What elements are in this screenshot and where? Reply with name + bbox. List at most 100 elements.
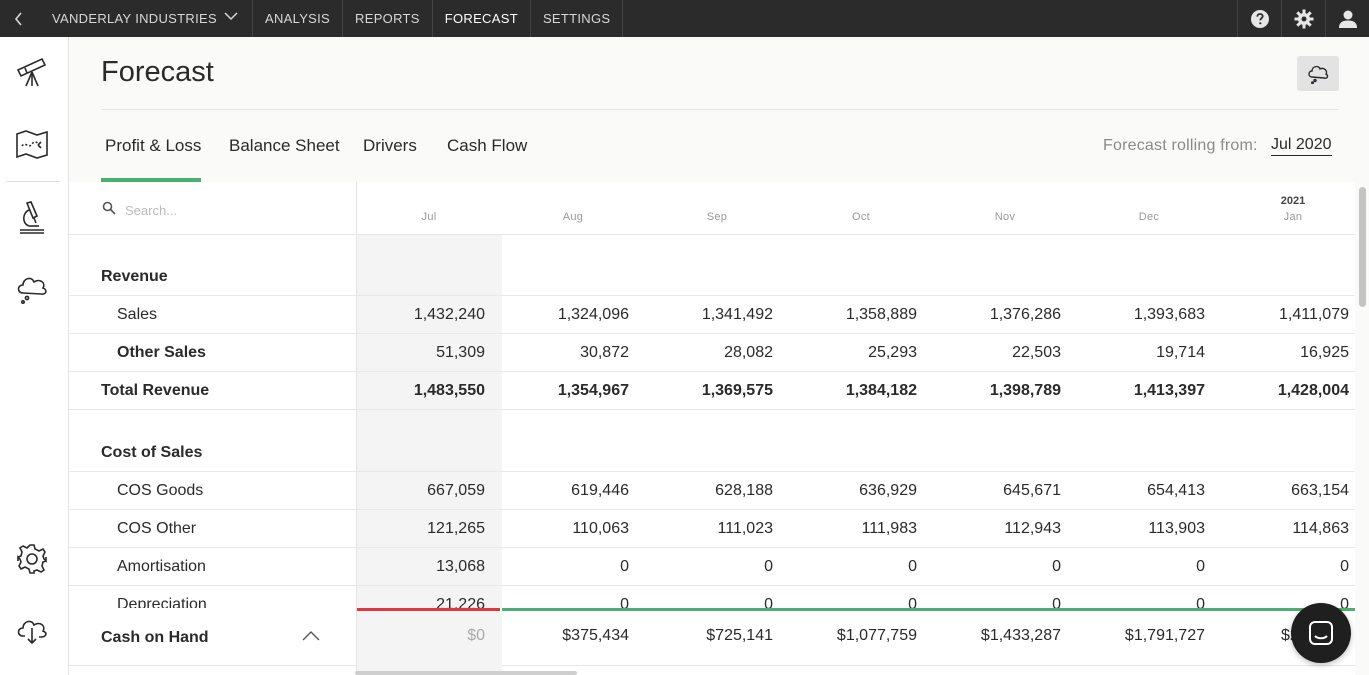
sidebar-item-download[interactable]: [14, 613, 50, 649]
cell-value[interactable]: 1,358,889: [845, 306, 917, 323]
cell-value[interactable]: 645,671: [1003, 482, 1061, 499]
row-label: Other Sales: [117, 344, 206, 361]
table-row[interactable]: COS Goods 667,059 619,446 628,188 636,92…: [69, 472, 1355, 510]
cell-value[interactable]: 0: [764, 596, 773, 613]
nav-forecast[interactable]: FORECAST: [433, 0, 531, 37]
cell-value[interactable]: 0: [1052, 558, 1061, 575]
tab-cash-flow[interactable]: Cash Flow: [447, 136, 528, 155]
cell-value[interactable]: 1,324,096: [557, 306, 629, 323]
cell-value[interactable]: 25,293: [868, 344, 917, 361]
cell-value[interactable]: 1,393,683: [1133, 306, 1205, 323]
row-label: COS Other: [117, 520, 197, 537]
cell-value[interactable]: 1,483,550: [413, 382, 485, 399]
nav-reports[interactable]: REPORTS: [343, 0, 433, 37]
row-label-column: [69, 182, 357, 675]
top-nav-bar: VANDERLAY INDUSTRIES ANALYSIS REPORTS FO…: [0, 0, 1369, 37]
cell-value[interactable]: 121,265: [427, 520, 485, 537]
cell-value[interactable]: 111,983: [861, 520, 917, 537]
user-menu-button[interactable]: [1325, 0, 1369, 37]
cell-value[interactable]: 0: [620, 558, 629, 575]
cell-value[interactable]: 0: [908, 596, 917, 613]
left-sidebar: [0, 37, 69, 675]
sidebar-item-map[interactable]: [14, 126, 50, 162]
cell-value[interactable]: 16,925: [1300, 344, 1349, 361]
cell-value[interactable]: 0: [1196, 596, 1205, 613]
cell-value[interactable]: 28,082: [724, 344, 773, 361]
cell-value[interactable]: 0: [620, 596, 629, 613]
cell-value[interactable]: 112,943: [1004, 520, 1061, 537]
cell-value[interactable]: 1,384,182: [845, 382, 917, 399]
cell-value[interactable]: 19,714: [1156, 344, 1205, 361]
actuals-column-shade: [357, 235, 502, 675]
cell-value[interactable]: 114,863: [1292, 520, 1349, 537]
cell-value[interactable]: 667,059: [427, 482, 485, 499]
cell-value[interactable]: 619,446: [571, 482, 629, 499]
cell-value[interactable]: 0: [1196, 558, 1205, 575]
cell-value[interactable]: 1,413,397: [1133, 382, 1205, 399]
sidebar-item-ideas[interactable]: [14, 271, 50, 307]
month-header: Jul: [421, 211, 437, 223]
cell-value[interactable]: 51,309: [436, 344, 485, 361]
tab-profit-loss[interactable]: Profit & Loss: [105, 136, 202, 155]
year-header: 2021: [1280, 195, 1306, 207]
gear-icon: [1294, 9, 1313, 28]
tab-drivers[interactable]: Drivers: [363, 136, 417, 155]
sidebar-item-settings[interactable]: [14, 541, 50, 577]
help-button[interactable]: [1237, 0, 1281, 37]
horizontal-scrollbar[interactable]: [355, 671, 577, 675]
cell-value[interactable]: 22,503: [1012, 344, 1061, 361]
month-header: Nov: [994, 211, 1016, 223]
cell-value[interactable]: 1,432,240: [413, 306, 485, 323]
cell-value[interactable]: 0: [1052, 596, 1061, 613]
tab-balance-sheet[interactable]: Balance Sheet: [229, 136, 340, 155]
cell-value[interactable]: 13,068: [436, 558, 485, 575]
cell-value[interactable]: 1,398,789: [989, 382, 1061, 399]
nav-settings[interactable]: SETTINGS: [531, 0, 624, 37]
cash-value: $0: [467, 627, 485, 644]
cell-value[interactable]: 110,063: [572, 520, 629, 537]
cell-value[interactable]: 1,428,004: [1277, 382, 1349, 399]
cell-value[interactable]: 663,154: [1291, 482, 1349, 499]
table-row[interactable]: Sales 1,432,240 1,324,096 1,341,492 1,35…: [69, 296, 1355, 334]
chat-icon: [1309, 621, 1333, 645]
cell-value[interactable]: 0: [908, 558, 917, 575]
table-row[interactable]: Other Sales 51,309 30,872 28,082 25,293 …: [69, 334, 1355, 372]
cell-value[interactable]: 113,903: [1148, 520, 1205, 537]
cell-value[interactable]: 0: [1340, 558, 1349, 575]
table-row[interactable]: COS Other 121,265 110,063 111,023 111,98…: [69, 510, 1355, 548]
settings-button[interactable]: [1281, 0, 1325, 37]
cell-value[interactable]: 1,376,286: [989, 306, 1061, 323]
comments-button[interactable]: [1297, 56, 1339, 91]
row-label: COS Goods: [117, 482, 204, 499]
cell-value[interactable]: 0: [1340, 596, 1349, 613]
cash-value: $375,434: [562, 627, 629, 644]
cell-value[interactable]: 1,369,575: [701, 382, 773, 399]
cell-value[interactable]: 636,929: [859, 482, 917, 499]
company-selector[interactable]: VANDERLAY INDUSTRIES: [37, 0, 253, 37]
gear-icon: [17, 544, 47, 574]
chat-launcher-button[interactable]: [1291, 603, 1351, 663]
back-button[interactable]: [0, 0, 37, 37]
cell-value[interactable]: 1,411,079: [1279, 306, 1349, 323]
row-label: Total Revenue: [101, 382, 210, 399]
sidebar-item-analysis[interactable]: [14, 54, 50, 90]
cell-value[interactable]: 1,354,967: [557, 382, 629, 399]
map-icon: [16, 130, 48, 159]
table-row-total[interactable]: Total Revenue 1,483,550 1,354,967 1,369,…: [69, 372, 1355, 410]
chevron-up-icon[interactable]: [302, 630, 320, 642]
cell-value[interactable]: 628,188: [715, 482, 773, 499]
cell-value[interactable]: 0: [764, 558, 773, 575]
cell-value[interactable]: 654,413: [1147, 482, 1205, 499]
sidebar-item-research[interactable]: [14, 199, 50, 235]
comment-icon: [1308, 65, 1329, 84]
cell-value[interactable]: 30,872: [580, 344, 629, 361]
section-title: Revenue: [101, 268, 168, 285]
cell-value[interactable]: 111,023: [717, 520, 773, 537]
table-row[interactable]: Amortisation 13,068 0 0 0 0 0 0: [69, 548, 1355, 586]
vertical-scrollbar[interactable]: [1359, 187, 1366, 307]
microscope-icon: [20, 201, 44, 234]
cell-value[interactable]: 1,341,492: [701, 306, 773, 323]
nav-analysis[interactable]: ANALYSIS: [253, 0, 344, 37]
search-input[interactable]: [125, 200, 325, 220]
forecast-rolling-month-selector[interactable]: Jul 2020: [1271, 136, 1332, 156]
